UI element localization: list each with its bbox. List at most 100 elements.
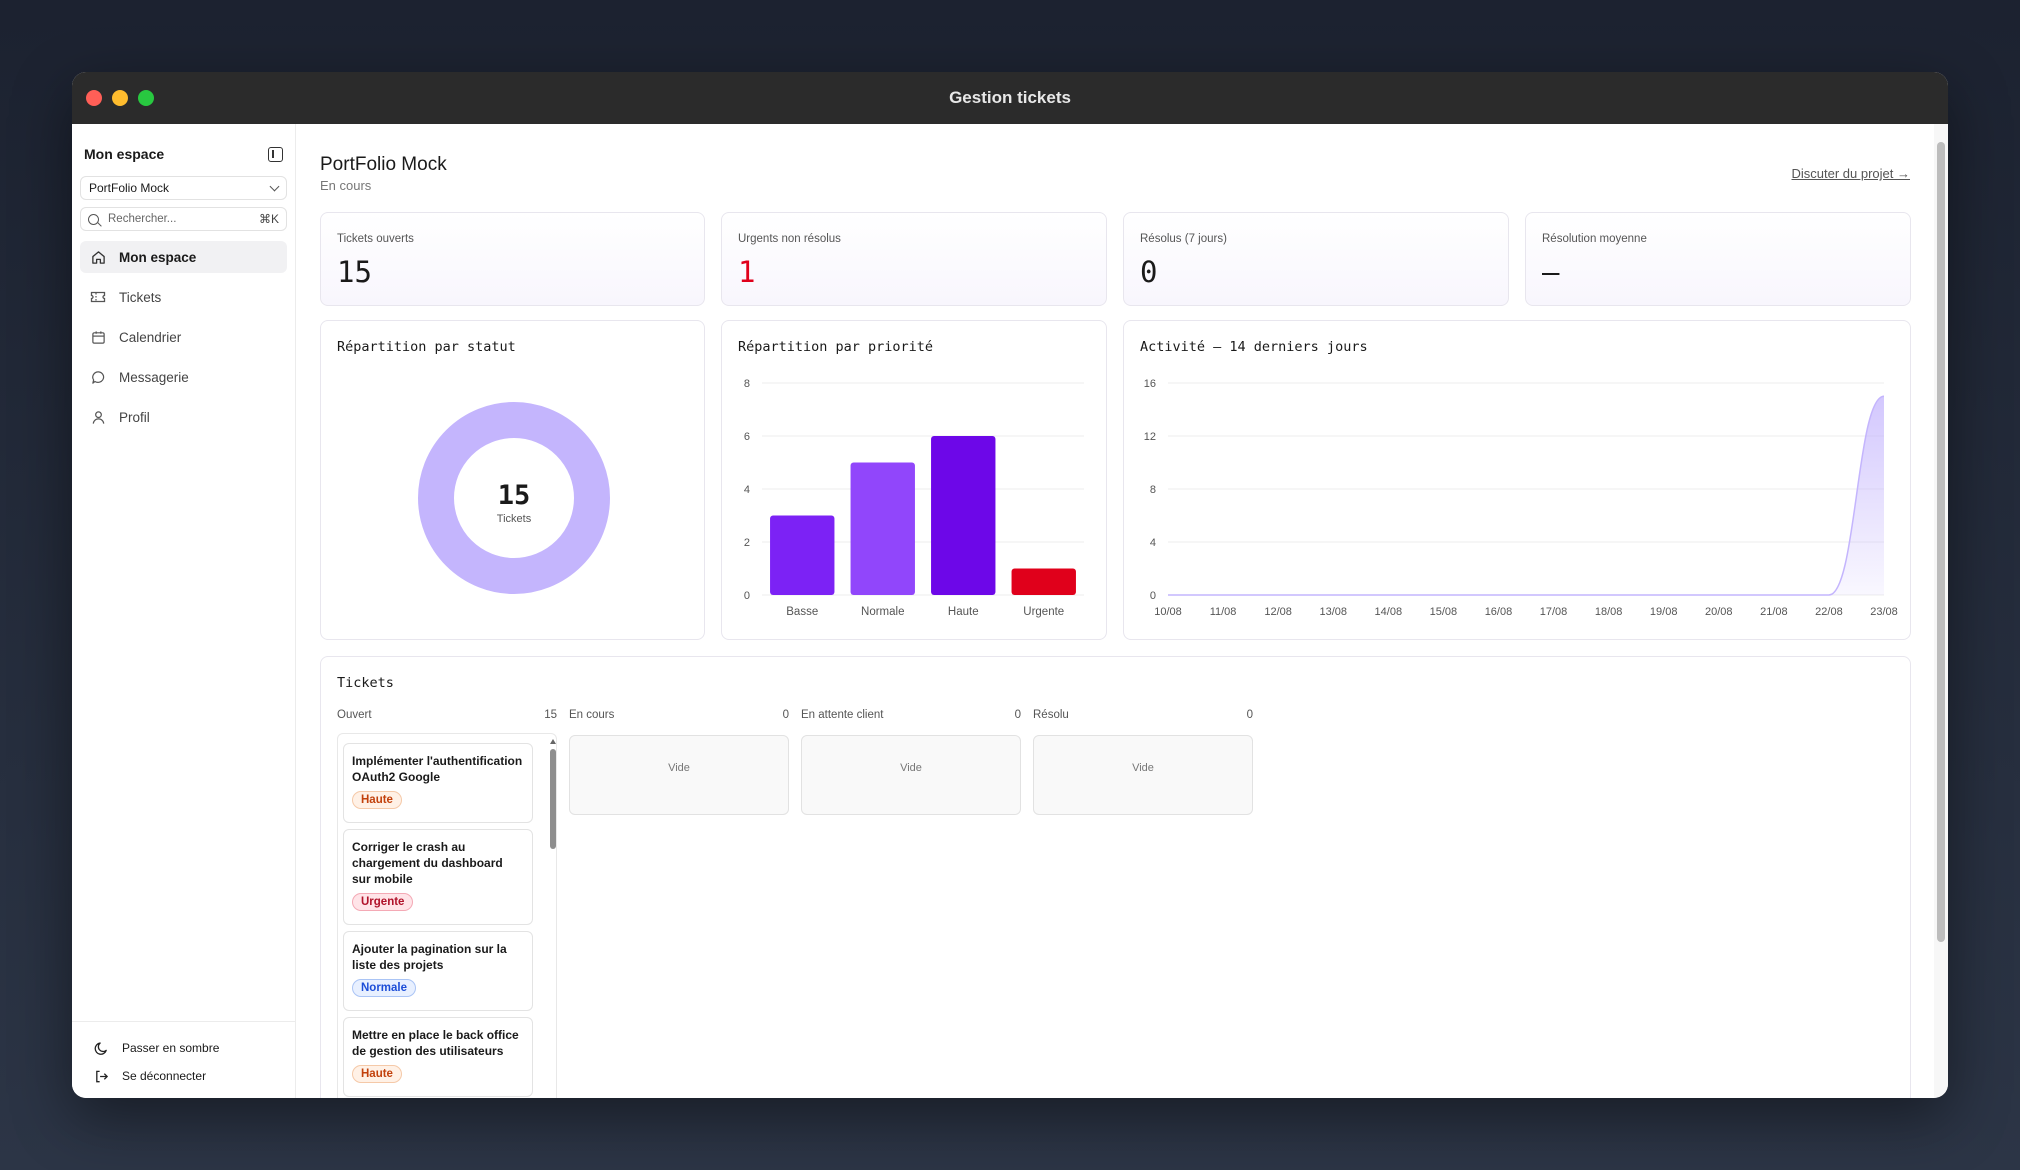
sidebar-item-label: Calendrier (119, 329, 182, 345)
x-tick-label: 10/08 (1154, 606, 1182, 618)
stat-card-open-tickets: Tickets ouverts 15 (320, 212, 705, 306)
donut-slice-ouvert[interactable] (418, 402, 610, 594)
empty-column-placeholder: Vide (1033, 735, 1253, 815)
kanban-column-en-attente-client: En attente client 0 Vide (801, 709, 1021, 819)
title-bar: Gestion tickets (72, 72, 1948, 124)
sidebar-item-label: Tickets (119, 289, 162, 305)
message-icon (89, 368, 107, 386)
empty-column-placeholder: Vide (569, 735, 789, 815)
logout-button[interactable]: Se déconnecter (72, 1062, 295, 1090)
main-scrollbar[interactable] (1934, 124, 1948, 1098)
x-tick-label: Haute (948, 606, 979, 618)
stat-value: — (1542, 255, 1560, 289)
bar-urgente[interactable] (1011, 568, 1076, 596)
sidebar-nav: Mon espace Tickets Calendrier Messagerie (72, 241, 295, 433)
stat-value: 0 (1140, 255, 1158, 289)
search-input[interactable]: Rechercher... ⌘K (80, 207, 287, 231)
priority-badge: Haute (352, 791, 402, 809)
column-scroll-thumb[interactable] (550, 749, 556, 849)
sidebar-header: Mon espace (72, 124, 295, 166)
sidebar-item-label: Profil (119, 409, 150, 425)
window-title: Gestion tickets (949, 88, 1071, 107)
window-controls (86, 90, 154, 106)
status-chart-card: Répartition par statut 15 Tickets (320, 320, 705, 640)
stat-label: Résolus (7 jours) (1140, 233, 1227, 245)
kanban-column-resolu: Résolu 0 Vide (1033, 709, 1253, 819)
dark-mode-label: Passer en sombre (122, 1041, 220, 1055)
priority-badge: Normale (352, 979, 417, 997)
logout-icon (92, 1067, 110, 1085)
close-window-button[interactable] (86, 90, 102, 106)
column-header: En cours 0 (569, 709, 789, 727)
sidebar-item-messagerie[interactable]: Messagerie (80, 361, 287, 393)
status-donut-chart: 15 Tickets (418, 402, 610, 594)
discuss-project-link[interactable]: Discuter du projet → (1791, 166, 1911, 181)
stat-card-urgent: Urgents non résolus 1 (721, 212, 1107, 306)
sidebar-item-calendrier[interactable]: Calendrier (80, 321, 287, 353)
scroll-up-arrow-icon[interactable] (550, 739, 556, 744)
x-tick-label: 22/08 (1815, 606, 1843, 618)
priority-chart-title: Répartition par priorité (738, 339, 934, 355)
y-tick-label: 0 (1150, 590, 1156, 602)
column-scrollbar[interactable] (549, 739, 557, 1098)
stat-card-avg-resolution: Résolution moyenne — (1525, 212, 1911, 306)
x-tick-label: Basse (786, 606, 818, 618)
bar-normale[interactable] (850, 462, 915, 596)
y-tick-label: 12 (1144, 431, 1156, 443)
sidebar-item-mon-espace[interactable]: Mon espace (80, 241, 287, 273)
activity-area (1168, 396, 1884, 595)
activity-area-chart: 0 4 8 12 16 10/08 11/08 12/08 13/08 14/08 15/08 16/… (1144, 378, 1898, 618)
search-icon (88, 213, 99, 225)
stat-value: 15 (337, 255, 372, 289)
column-count: 0 (1014, 709, 1021, 721)
ticket-card[interactable]: Corriger le crash au chargement du dashb… (343, 829, 533, 925)
home-icon (89, 248, 107, 266)
ticket-icon (89, 288, 107, 306)
page-title: PortFolio Mock (320, 154, 447, 175)
minimize-window-button[interactable] (112, 90, 128, 106)
ticket-title: Implémenter l'authentification OAuth2 Go… (352, 754, 523, 784)
sidebar-item-profil[interactable]: Profil (80, 401, 287, 433)
x-tick-label: 21/08 (1760, 606, 1788, 618)
activity-chart-card: Activité — 14 derniers jours 0 4 8 12 16 10/0… (1123, 320, 1911, 640)
y-tick-label: 4 (744, 484, 750, 496)
y-tick-label: 0 (744, 590, 750, 602)
sidebar-footer: Passer en sombre Se déconnecter (72, 1021, 295, 1098)
dark-mode-button[interactable]: Passer en sombre (72, 1034, 295, 1062)
y-tick-label: 16 (1144, 378, 1156, 390)
search-placeholder: Rechercher... (108, 213, 177, 225)
sidebar-title: Mon espace (84, 146, 165, 162)
x-tick-label: Urgente (1023, 606, 1064, 618)
tickets-board-card: Tickets Ouvert 15 Implémenter l'authenti… (320, 656, 1911, 1098)
sidebar-toggle-icon[interactable] (268, 146, 283, 162)
maximize-window-button[interactable] (138, 90, 154, 106)
x-tick-label: Normale (861, 606, 904, 618)
project-select[interactable]: PortFolio Mock (80, 176, 287, 200)
column-name: Résolu (1033, 709, 1069, 721)
ticket-card[interactable]: Ajouter la pagination sur la liste des p… (343, 931, 533, 1011)
search-shortcut: ⌘K (258, 212, 279, 226)
x-tick-label: 12/08 (1264, 606, 1292, 618)
sidebar-item-tickets[interactable]: Tickets (80, 281, 287, 313)
priority-chart-card: Répartition par priorité 0 2 4 6 8 Basse Norma… (721, 320, 1107, 640)
status-chart-title: Répartition par statut (337, 339, 516, 355)
ticket-card[interactable]: Mettre en place le back office de gestio… (343, 1017, 533, 1097)
column-body (337, 733, 557, 1098)
activity-line[interactable] (1167, 395, 1885, 596)
bar-basse[interactable] (770, 515, 835, 596)
user-icon (89, 408, 107, 426)
ticket-card[interactable]: Implémenter l'authentification OAuth2 Go… (343, 743, 533, 823)
main-content: PortFolio Mock En cours Discuter du proj… (296, 124, 1948, 1098)
stat-label: Résolution moyenne (1542, 233, 1647, 245)
x-tick-label: 13/08 (1319, 606, 1347, 618)
x-tick-label: 15/08 (1430, 606, 1458, 618)
tickets-board-title: Tickets (337, 675, 394, 691)
sidebar-item-label: Mon espace (119, 249, 197, 265)
x-tick-label: 20/08 (1705, 606, 1733, 618)
x-tick-label: 16/08 (1485, 606, 1513, 618)
x-tick-label: 19/08 (1650, 606, 1678, 618)
bar-haute[interactable] (931, 436, 996, 595)
y-tick-label: 8 (744, 378, 750, 390)
main-scroll-thumb[interactable] (1937, 142, 1945, 942)
chevron-down-icon (269, 181, 280, 191)
